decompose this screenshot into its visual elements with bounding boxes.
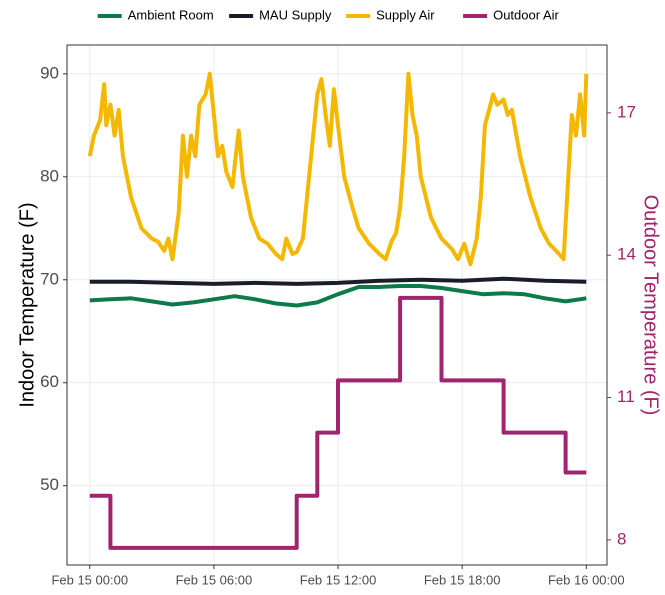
x-tick-label: Feb 15 00:00 — [51, 572, 128, 587]
y-axis-label: Indoor Temperature (F) — [16, 202, 38, 407]
series-line — [89, 295, 587, 550]
legend-label: MAU Supply — [259, 7, 332, 22]
x-tick-label: Feb 16 00:00 — [548, 572, 625, 587]
y-tick-label: 50 — [40, 475, 59, 494]
legend-label: Ambient Room — [128, 7, 214, 22]
series-line — [87, 71, 589, 267]
legend-label: Supply Air — [376, 7, 435, 22]
y-tick-label: 90 — [40, 63, 59, 82]
plot-border — [66, 44, 608, 566]
y-tick-label: 70 — [40, 269, 59, 288]
y2-tick-label: 14 — [617, 245, 636, 264]
y-tick-label: 60 — [40, 372, 59, 391]
series-line — [89, 284, 587, 308]
x-tick-label: Feb 15 06:00 — [176, 572, 253, 587]
y2-tick-label: 8 — [617, 529, 626, 548]
x-tick-label: Feb 15 12:00 — [300, 572, 377, 587]
y2-tick-label: 17 — [617, 102, 636, 121]
y2-axis-label: Outdoor Temperature (F) — [640, 195, 662, 416]
x-tick-label: Feb 15 18:00 — [424, 572, 501, 587]
y2-tick-label: 11 — [617, 387, 635, 406]
legend-label: Outdoor Air — [493, 7, 559, 22]
y-tick-label: 80 — [40, 166, 59, 185]
series-line — [89, 276, 587, 286]
